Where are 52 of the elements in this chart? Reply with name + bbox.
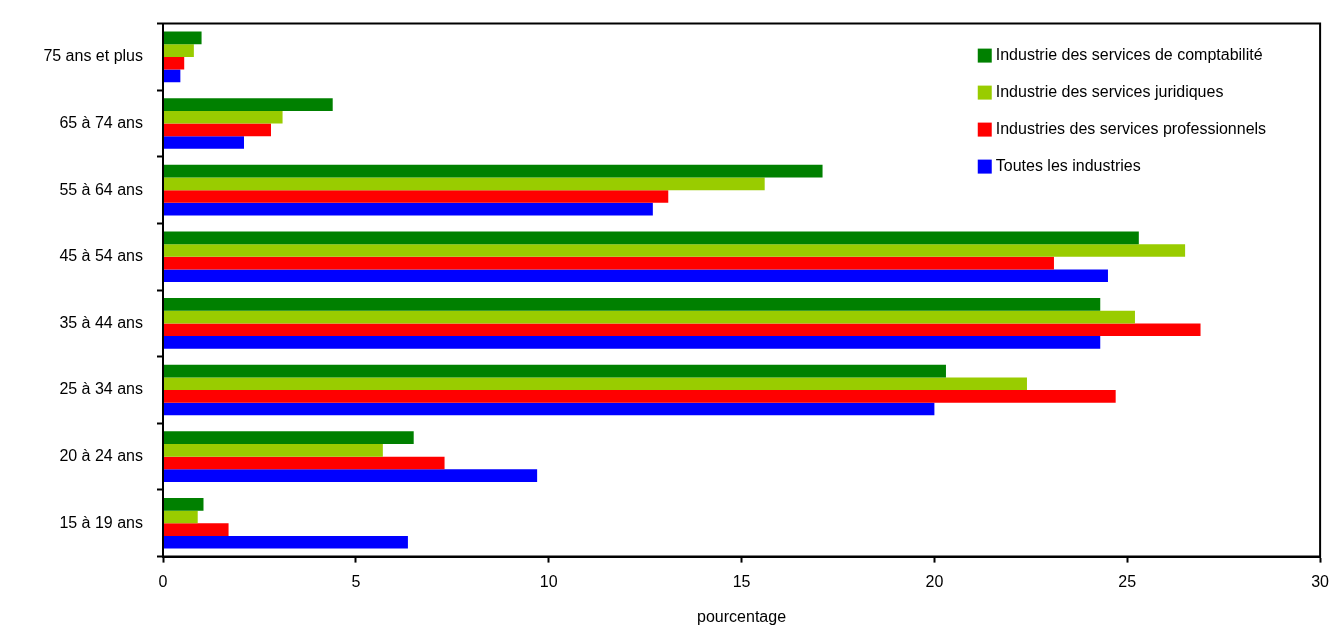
bar: [163, 256, 1054, 270]
bar: [163, 469, 538, 482]
x-tick-label: 30: [1311, 572, 1330, 590]
bar: [163, 177, 765, 191]
bar: [163, 110, 283, 124]
y-tick-label: 35 à 44 ans: [59, 313, 143, 331]
legend-label: Toutes les industries: [995, 157, 1141, 175]
x-tick-label: 25: [1118, 572, 1137, 590]
bar: [163, 56, 185, 70]
x-tick-label: 15: [732, 572, 751, 590]
y-tick-label: 75 ans et plus: [43, 47, 143, 65]
legend-label: Industrie des services de comptabilité: [995, 46, 1263, 64]
x-tick-label: 0: [158, 572, 168, 590]
bar: [163, 523, 229, 536]
y-tick-label: 25 à 34 ans: [59, 380, 143, 398]
bar: [163, 69, 181, 83]
y-tick-label: 15 à 19 ans: [59, 513, 143, 531]
bar: [163, 98, 333, 111]
bar: [163, 298, 1101, 311]
bar: [163, 444, 383, 457]
y-tick-label: 65 à 74 ans: [59, 113, 143, 131]
bar: [163, 310, 1135, 324]
bar: [163, 202, 653, 216]
x-axis-title: pourcentage: [697, 607, 787, 625]
legend-label: Industries des services professionnels: [995, 120, 1267, 138]
bar: [163, 31, 202, 45]
y-tick-label: 45 à 54 ans: [59, 247, 143, 265]
legend-label: Industrie des services juridiques: [995, 83, 1224, 101]
y-tick-label: 20 à 24 ans: [59, 447, 143, 465]
x-tick-label: 10: [539, 572, 558, 590]
bar: [163, 336, 1101, 349]
bar: [163, 164, 823, 178]
bar: [163, 390, 1116, 403]
y-tick-label: 55 à 64 ans: [59, 180, 143, 198]
bar: [163, 323, 1201, 337]
bar: [163, 497, 204, 511]
bar: [163, 510, 198, 524]
bar: [163, 364, 946, 378]
x-tick-label: 20: [925, 572, 944, 590]
bar: [163, 456, 445, 470]
bar: [163, 123, 271, 137]
bar: [163, 431, 414, 444]
bar: [163, 231, 1139, 245]
x-tick-label: 5: [351, 572, 361, 590]
bar: [163, 402, 935, 416]
bar: [163, 244, 1186, 257]
bar: [163, 136, 244, 149]
bar: [163, 535, 408, 549]
bar: [163, 44, 194, 57]
bar: [163, 377, 1027, 391]
bar: [163, 190, 669, 203]
bar: [163, 269, 1108, 283]
